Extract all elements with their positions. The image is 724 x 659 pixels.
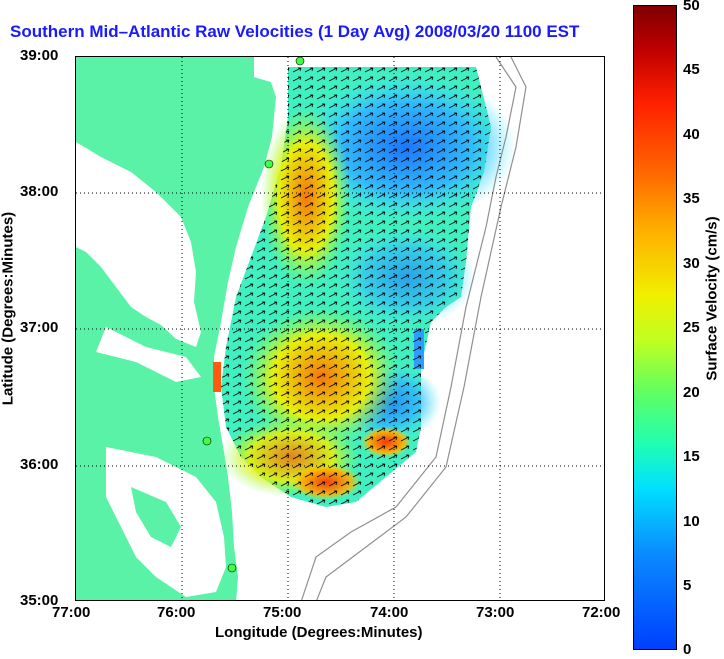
cb-tick-10: 10 [683, 513, 700, 530]
map-canvas [76, 57, 604, 600]
colorbar-label: Surface Velocity (cm/s) [703, 216, 721, 381]
cb-tick-25: 25 [683, 319, 700, 336]
cb-tick-35: 35 [683, 190, 700, 207]
cb-tick-5: 5 [683, 577, 692, 594]
cb-tick-45: 45 [683, 61, 700, 78]
y-axis-label: Latitude (Degrees:Minutes) [0, 211, 17, 406]
x-tick-74: 74:00 [370, 604, 409, 621]
cb-tick-20: 20 [683, 384, 700, 401]
cb-tick-50: 50 [683, 0, 700, 14]
cb-tick-0: 0 [683, 641, 692, 658]
y-tick-37: 37:00 [20, 319, 59, 336]
cb-tick-30: 30 [683, 255, 700, 272]
map-plot-area[interactable] [75, 56, 605, 601]
y-tick-35: 35:00 [20, 592, 59, 609]
y-tick-36: 36:00 [20, 456, 59, 473]
cb-tick-40: 40 [683, 126, 700, 143]
x-tick-76: 76:00 [157, 604, 196, 621]
x-tick-75: 75:00 [263, 604, 302, 621]
x-tick-77: 77:00 [52, 604, 91, 621]
x-tick-73: 73:00 [476, 604, 515, 621]
y-tick-39: 39:00 [20, 47, 59, 64]
x-axis-label: Longitude (Degrees:Minutes) [215, 624, 423, 641]
y-tick-38: 38:00 [20, 183, 59, 200]
cb-tick-15: 15 [683, 448, 700, 465]
colorbar [633, 5, 677, 650]
x-tick-72: 72:00 [582, 604, 621, 621]
map-title: Southern Mid–Atlantic Raw Velocities (1 … [10, 22, 580, 41]
